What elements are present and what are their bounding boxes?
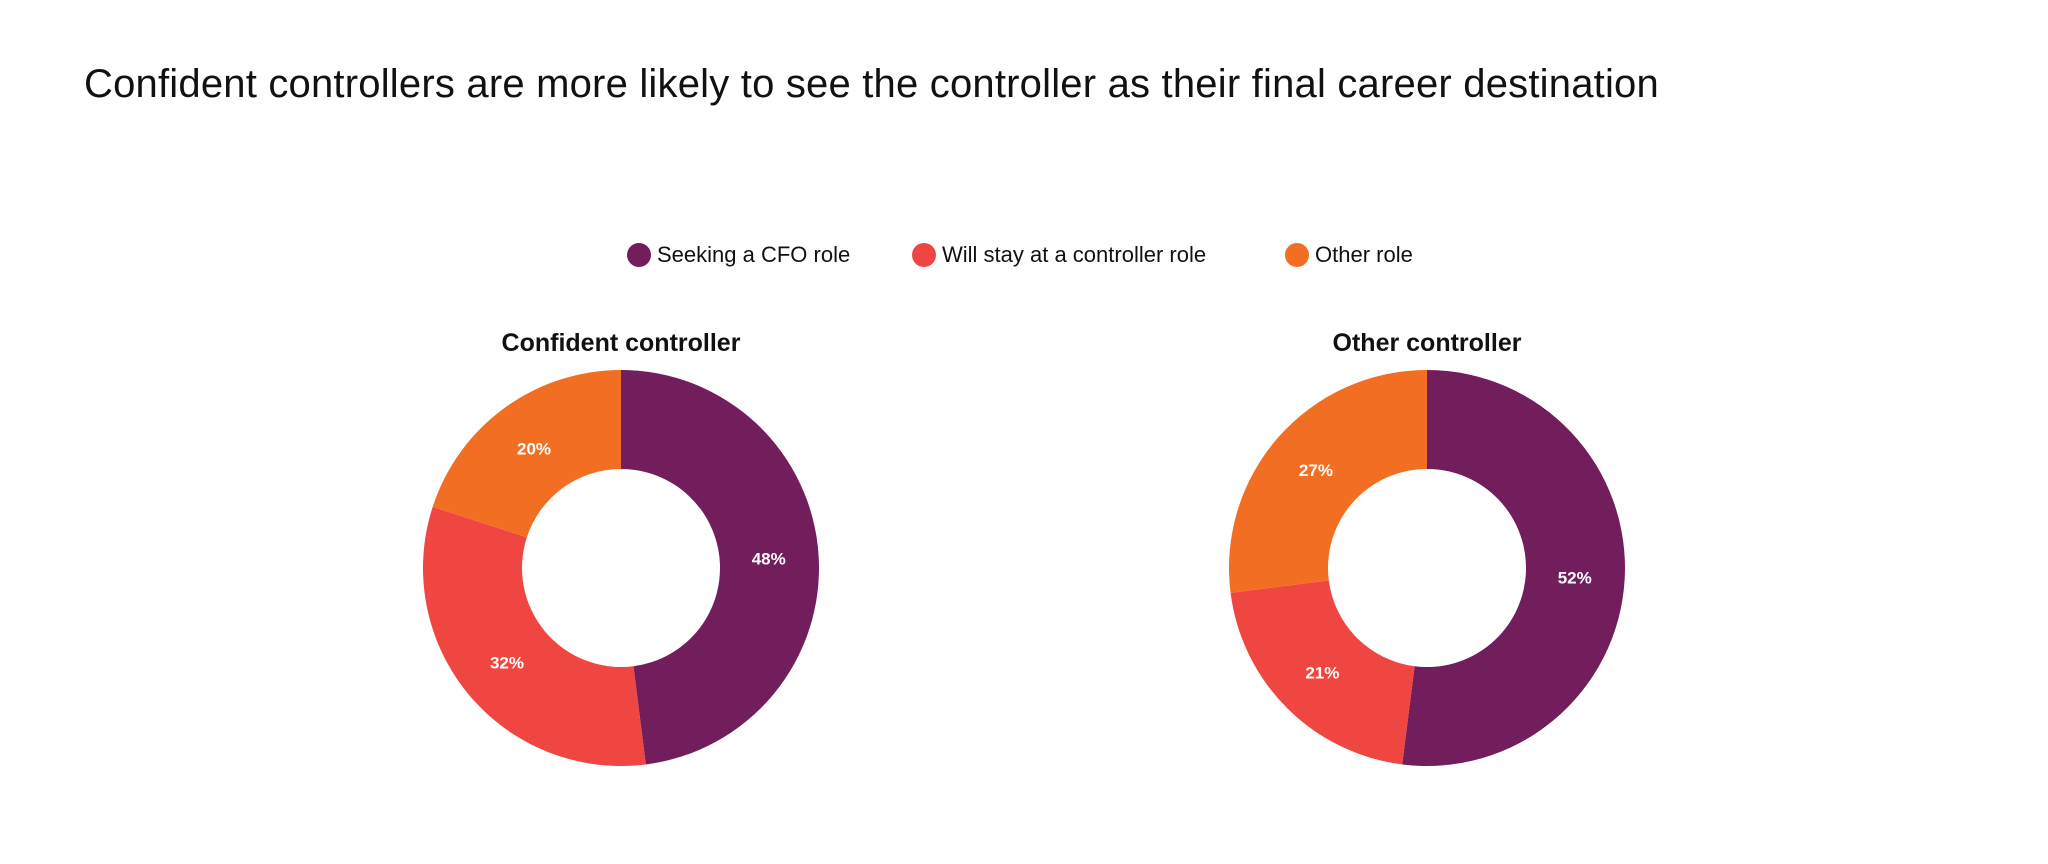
slice-value-label: 20% <box>517 439 551 458</box>
legend-item-cfo: Seeking a CFO role <box>627 240 850 270</box>
chart-title: Other controller <box>1333 329 1522 357</box>
slice-value-label: 27% <box>1299 461 1333 480</box>
legend: Seeking a CFO role Will stay at a contro… <box>0 240 2048 270</box>
donut-slice-controller <box>1230 580 1415 765</box>
legend-swatch-icon <box>912 243 936 267</box>
legend-item-controller: Will stay at a controller role <box>912 240 1206 270</box>
donut-slice-other <box>1229 370 1427 593</box>
slice-value-label: 21% <box>1305 664 1339 683</box>
donut-slice-cfo <box>1402 370 1625 766</box>
donut-slice-other <box>432 370 621 538</box>
chart-title: Confident controller <box>502 329 741 357</box>
donut-slice-controller <box>423 506 646 766</box>
donut-chart-confident: Confident controller 48% 32% 20% <box>423 329 820 766</box>
legend-label: Other role <box>1315 242 1413 267</box>
slice-value-label: 48% <box>752 550 786 569</box>
legend-label: Will stay at a controller role <box>942 242 1207 267</box>
legend-item-other: Other role <box>1285 240 1413 270</box>
donut-chart-other: Other controller 52% 21% 27% <box>1229 329 1625 766</box>
donut-slice-cfo <box>621 370 820 765</box>
page-title: Confident controllers are more likely to… <box>84 62 1659 106</box>
legend-swatch-icon <box>627 243 651 267</box>
legend-swatch-icon <box>1285 243 1309 267</box>
slice-value-label: 52% <box>1558 568 1592 587</box>
legend-label: Seeking a CFO role <box>657 242 851 267</box>
slice-value-label: 32% <box>490 653 524 672</box>
